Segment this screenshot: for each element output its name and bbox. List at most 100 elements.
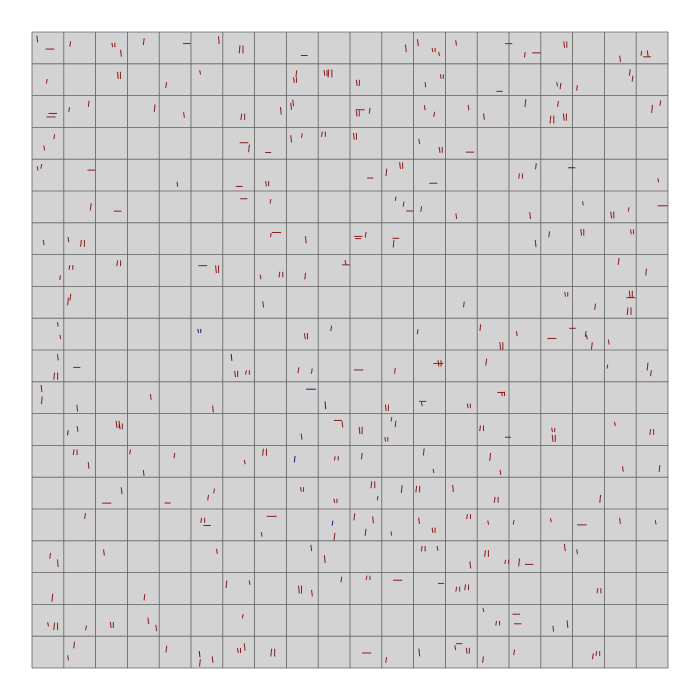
red-tick-mark — [69, 41, 72, 47]
red-tick-mark — [299, 487, 302, 492]
red-tick-mark — [495, 620, 498, 626]
red-tick-mark — [51, 593, 54, 602]
red-tick-mark — [149, 393, 152, 400]
red-tick-mark — [591, 653, 594, 660]
red-tick-mark — [213, 488, 215, 494]
red-tick-mark — [269, 199, 272, 204]
blue-tick-mark — [230, 353, 233, 361]
red-tick-mark — [392, 240, 395, 248]
red-tick-mark — [455, 40, 457, 46]
red-tick-mark — [295, 70, 298, 78]
red-tick-mark — [115, 420, 118, 429]
red-tick-mark — [485, 358, 488, 366]
board-marks — [36, 35, 668, 667]
red-tick-mark — [47, 622, 49, 627]
red-tick-mark — [596, 588, 599, 594]
red-tick-mark — [89, 203, 92, 211]
blue-tick-mark — [66, 430, 69, 436]
red-tick-mark — [629, 229, 632, 235]
red-tick-mark — [265, 180, 267, 187]
red-tick-mark — [548, 231, 551, 238]
red-tick-mark — [566, 620, 569, 628]
red-tick-mark — [515, 331, 518, 337]
red-tick-mark — [103, 549, 105, 556]
red-tick-mark — [420, 545, 423, 552]
red-tick-mark — [535, 162, 537, 170]
red-tick-mark — [333, 532, 336, 541]
red-tick-mark — [262, 301, 265, 308]
red-tick-mark — [482, 656, 484, 663]
red-tick-mark — [404, 44, 407, 53]
red-tick-mark — [355, 110, 358, 117]
red-tick-mark — [155, 624, 158, 632]
red-tick-mark — [352, 132, 355, 140]
red-tick-mark — [147, 617, 150, 625]
red-tick-mark — [493, 496, 496, 503]
red-tick-mark — [245, 370, 247, 375]
blue-tick-mark — [331, 520, 334, 526]
red-tick-mark — [270, 648, 273, 657]
red-tick-mark — [556, 81, 559, 87]
red-tick-mark — [590, 342, 593, 350]
red-tick-mark — [240, 113, 243, 120]
red-tick-mark — [364, 528, 367, 536]
red-tick-mark — [454, 645, 457, 651]
red-tick-mark — [56, 559, 59, 568]
red-tick-mark — [176, 181, 179, 187]
red-tick-mark — [551, 427, 553, 433]
red-tick-mark — [563, 543, 566, 552]
red-tick-mark — [238, 45, 241, 54]
red-tick-mark — [364, 231, 367, 238]
red-tick-mark — [368, 107, 371, 114]
red-tick-mark — [614, 421, 616, 427]
red-tick-mark — [323, 554, 326, 564]
red-tick-mark — [420, 206, 423, 212]
red-tick-mark — [467, 104, 470, 111]
red-tick-mark — [610, 211, 613, 219]
red-tick-mark — [563, 41, 566, 48]
red-tick-mark — [142, 469, 145, 477]
red-tick-mark — [627, 207, 630, 212]
red-tick-mark — [200, 517, 203, 523]
red-tick-mark — [360, 452, 363, 460]
red-tick-mark — [304, 236, 307, 244]
red-tick-mark — [211, 656, 214, 664]
red-tick-mark — [355, 79, 358, 86]
red-tick-mark — [464, 584, 467, 591]
red-tick-mark — [394, 196, 397, 201]
red-tick-mark — [142, 38, 145, 46]
red-tick-mark — [56, 354, 59, 361]
red-tick-mark — [358, 426, 361, 435]
red-tick-mark — [237, 647, 239, 654]
red-tick-mark — [393, 367, 396, 374]
red-tick-mark — [418, 648, 421, 657]
red-tick-mark — [469, 561, 472, 569]
red-tick-mark — [640, 50, 643, 56]
red-tick-mark — [69, 293, 72, 301]
red-tick-mark — [216, 548, 218, 554]
red-tick-mark — [455, 213, 458, 220]
red-tick-mark — [340, 576, 343, 583]
red-tick-mark — [646, 362, 649, 371]
red-tick-mark — [606, 364, 609, 369]
red-tick-mark — [353, 513, 356, 521]
red-tick-mark — [278, 271, 281, 278]
red-tick-mark — [390, 416, 393, 422]
red-tick-mark — [438, 51, 440, 57]
red-tick-mark — [499, 342, 502, 350]
red-tick-mark — [310, 544, 313, 552]
red-tick-mark — [85, 625, 87, 631]
red-tick-mark — [433, 111, 436, 118]
red-tick-mark — [234, 370, 236, 378]
red-tick-mark — [303, 333, 306, 340]
red-tick-mark — [129, 449, 131, 455]
red-tick-mark — [487, 520, 490, 525]
red-tick-mark — [462, 301, 465, 308]
red-tick-mark — [300, 433, 303, 440]
red-tick-mark — [248, 144, 250, 153]
red-tick-mark — [466, 514, 468, 520]
red-tick-mark — [120, 487, 123, 495]
red-tick-mark — [68, 265, 71, 270]
red-tick-mark — [501, 391, 503, 397]
